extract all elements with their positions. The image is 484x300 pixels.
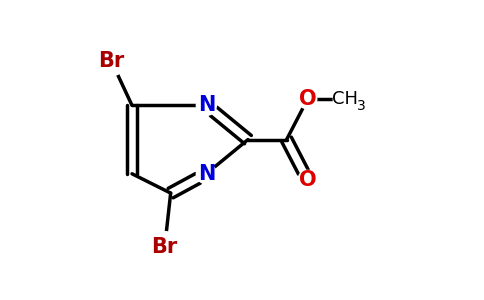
Circle shape	[298, 90, 317, 109]
Text: 3: 3	[357, 99, 366, 113]
Circle shape	[197, 164, 216, 184]
Circle shape	[96, 46, 126, 76]
Text: Br: Br	[98, 51, 124, 71]
Circle shape	[150, 232, 180, 262]
Text: CH: CH	[332, 91, 358, 109]
Text: O: O	[299, 170, 316, 190]
Text: Br: Br	[151, 237, 178, 256]
Circle shape	[298, 170, 317, 189]
Circle shape	[197, 95, 216, 116]
Text: O: O	[299, 89, 316, 110]
Text: N: N	[197, 95, 215, 116]
Circle shape	[333, 82, 368, 117]
Text: N: N	[197, 164, 215, 184]
